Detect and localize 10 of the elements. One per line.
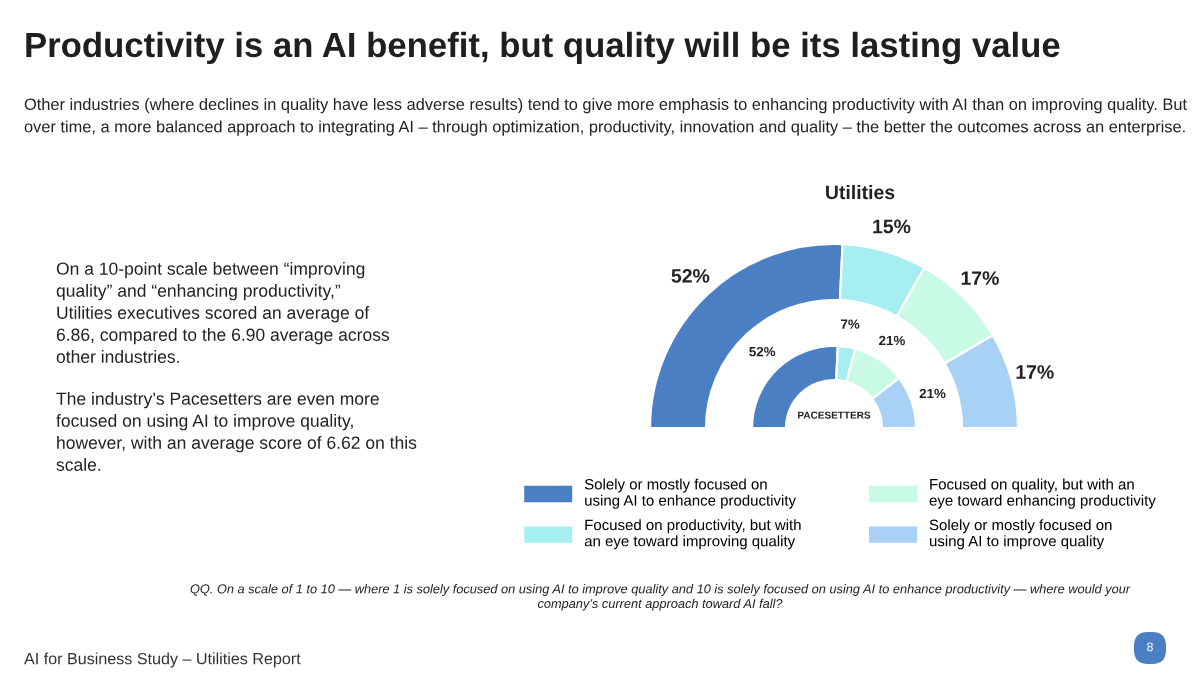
data-label: 52% [671,268,710,283]
text: Productivity is an AI benefit, but quality will be its lasting value [26,31,1060,65]
text: Other industries (where declines in quality have less adverse results) tend to give more emphasis to enhancing productivity with AI than on improving quality. But over time, a more balanced approach to integrating AI – through optimization, productivity, innovation and quality – the better the outcomes across an enterprise. [24,98,1187,136]
data-label: 17% [961,271,999,285]
data-label: 17% [1016,365,1054,379]
text: On a 10-point scale between “improving quality” and “enhancing productivity,” Utilities executives scored an average of 6.86, compared to the 6.90 average across other industries. [56,262,390,363]
text: AI for Business Study – Utilities Report [24,652,301,668]
text: The industry’s Pacesetters are even more focused on using AI to improve quality, however, with an average score of 6.62 on this scale. [56,392,417,471]
data-label: 15% [873,219,911,234]
chart-title: Utilities [826,184,895,200]
